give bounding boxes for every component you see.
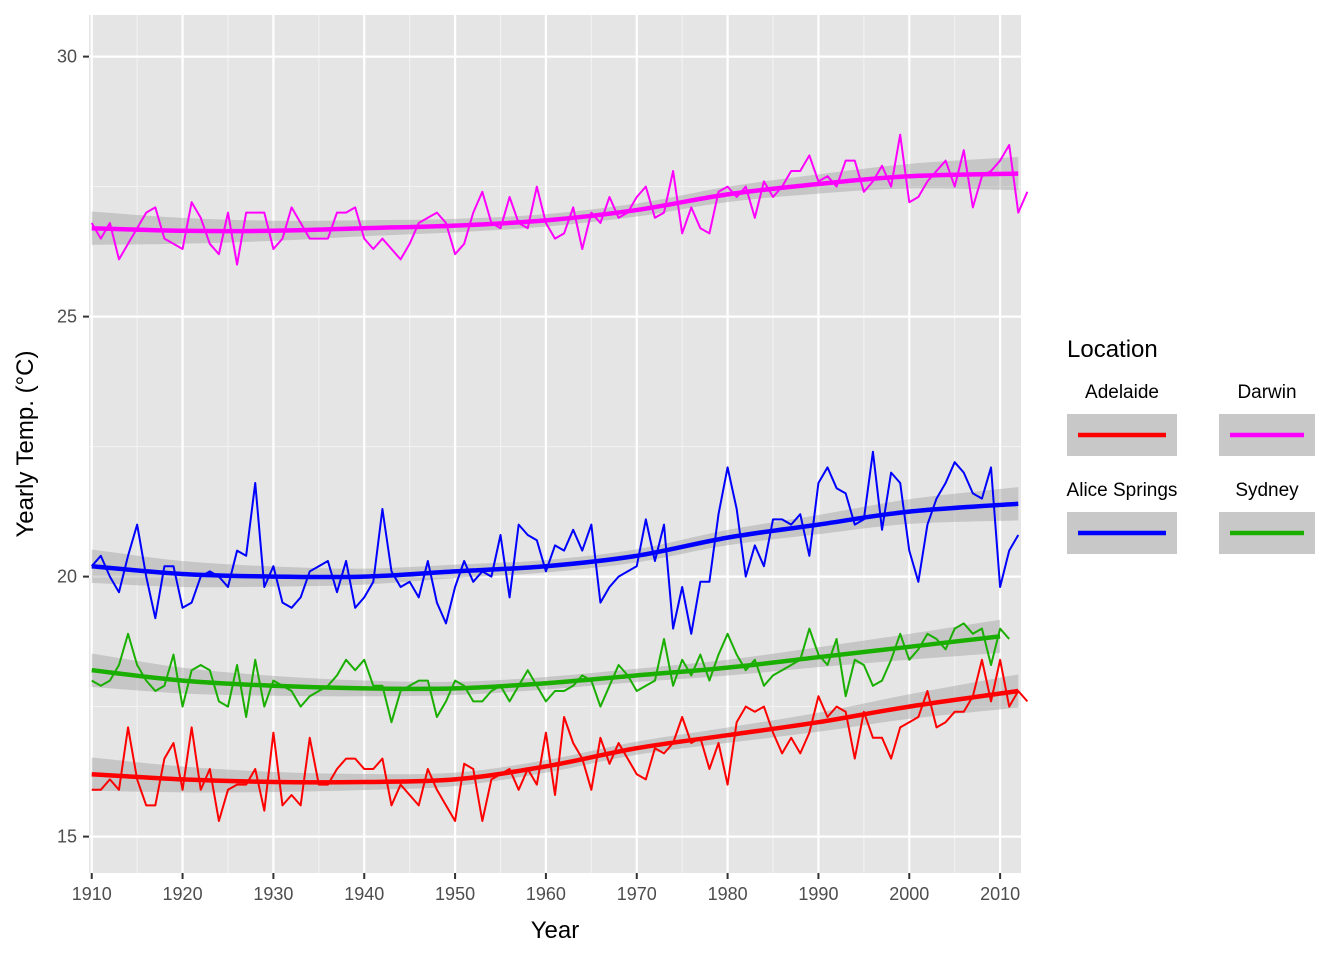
x-tick-label: 2000 [889, 884, 929, 904]
trend-line-alice-springs [91, 501, 1019, 580]
series-line-sydney [91, 622, 1010, 724]
x-tick-label: 1920 [163, 884, 203, 904]
plot-panel [89, 15, 1021, 873]
x-axis-title: Year [531, 917, 580, 944]
x-tick-label: 2010 [980, 884, 1020, 904]
y-axis: 15 20 25 30 [57, 47, 89, 847]
legend-label-sydney: Sydney [1235, 480, 1299, 501]
y-tick-label: 25 [57, 307, 77, 327]
x-tick-label: 1970 [617, 884, 657, 904]
legend: Location Adelaide Darwin Alice Springs Sydn… [1067, 336, 1315, 554]
series-line-darwin [90, 133, 1029, 266]
x-tick-label: 1930 [253, 884, 293, 904]
legend-label-adelaide: Adelaide [1085, 382, 1159, 403]
trend-lines [91, 171, 1019, 785]
trend-line-sydney [91, 634, 1001, 692]
x-tick-label: 1940 [344, 884, 384, 904]
legend-title: Location [1067, 336, 1158, 363]
x-tick-label: 1960 [526, 884, 566, 904]
x-tick-label: 1910 [72, 884, 112, 904]
legend-label-alice-springs: Alice Springs [1067, 480, 1178, 501]
x-tick-label: 1950 [435, 884, 475, 904]
y-tick-label: 30 [57, 47, 77, 67]
y-tick-label: 15 [57, 827, 77, 847]
legend-label-darwin: Darwin [1237, 382, 1296, 403]
x-tick-label: 1990 [798, 884, 838, 904]
major-gridlines [89, 15, 1021, 873]
y-axis-title: Yearly Temp. (°C) [12, 351, 39, 538]
minor-gridlines [89, 15, 1021, 873]
x-tick-label: 1980 [708, 884, 748, 904]
trend-line-adelaide [91, 688, 1019, 785]
trend-line-darwin [91, 171, 1019, 234]
y-tick-label: 20 [57, 567, 77, 587]
x-axis: 1910 1920 1930 1940 1950 1960 1970 1980 1990 2000… [72, 873, 1020, 904]
